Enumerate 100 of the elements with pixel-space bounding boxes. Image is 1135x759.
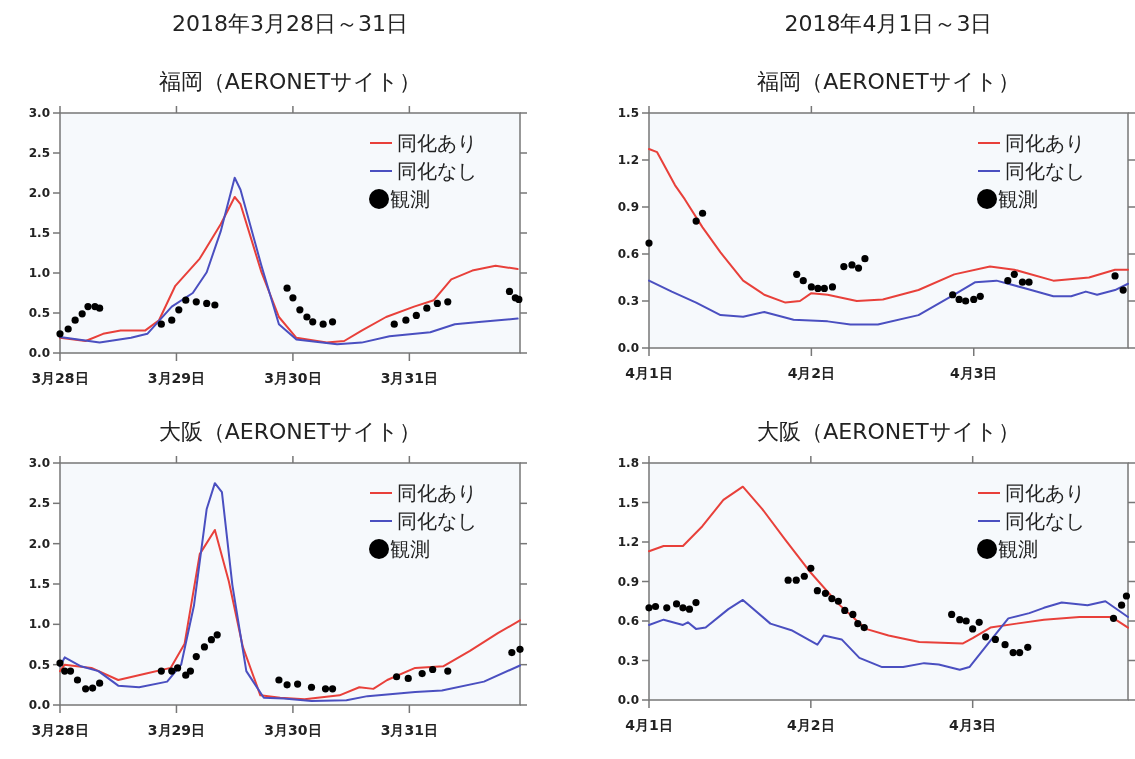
point: [1117, 601, 1126, 609]
point: [1025, 278, 1033, 286]
y-tick-label: 1.0: [28, 617, 50, 632]
point: [672, 600, 681, 608]
y-tick-label: 0.5: [28, 657, 50, 672]
point: [307, 683, 316, 691]
point: [173, 664, 182, 672]
legend-label: 同化なし: [1005, 159, 1085, 183]
point: [328, 685, 337, 693]
point: [1010, 270, 1018, 278]
y-tick-label: 1.2: [617, 153, 639, 167]
point: [854, 620, 862, 628]
point: [433, 299, 441, 307]
x-tick-label: 3月30日: [264, 370, 322, 386]
point: [792, 576, 800, 584]
point: [82, 685, 90, 693]
point: [645, 239, 653, 247]
legend-label: 同化あり: [1005, 131, 1085, 155]
point: [1016, 649, 1024, 657]
point: [834, 597, 842, 605]
x-tick-label: 3月28日: [31, 370, 89, 386]
point: [73, 676, 82, 684]
point: [392, 673, 401, 681]
point: [328, 318, 337, 326]
point: [813, 587, 821, 595]
point: [516, 645, 524, 653]
point: [168, 316, 176, 324]
y-tick-label: 1.5: [28, 226, 50, 240]
point: [200, 643, 209, 651]
legend-label: 観測: [998, 187, 1038, 211]
legend-label: 観測: [390, 537, 430, 561]
point: [505, 287, 514, 295]
point: [962, 617, 970, 625]
point: [71, 316, 79, 324]
y-tick-label: 3.0: [28, 456, 50, 470]
x-tick-label: 3月29日: [147, 370, 206, 386]
x-tick-label: 4月2日: [787, 365, 836, 381]
legend-label: 観測: [998, 537, 1038, 561]
point: [192, 653, 200, 661]
y-tick-label: 1.8: [617, 456, 639, 470]
point: [848, 261, 856, 269]
x-tick-label: 3月28日: [31, 722, 89, 738]
y-tick-label: 0.3: [617, 653, 639, 668]
point: [814, 284, 822, 293]
point: [423, 304, 431, 312]
chart-subtitle: 福岡（AERONETサイト）: [757, 69, 1020, 94]
point: [970, 295, 978, 304]
x-tick-label: 3月31日: [380, 370, 438, 386]
point: [679, 604, 687, 612]
point: [1001, 641, 1009, 649]
point: [861, 255, 869, 263]
chart-title: 大阪（AERONETサイト）: [158, 419, 422, 444]
point: [1109, 614, 1118, 622]
point: [1004, 277, 1012, 285]
chart-title: 2018年4月1日～3日: [784, 11, 993, 36]
point: [692, 598, 700, 607]
chart-subtitle: 福岡（AERONETサイト）: [158, 69, 422, 94]
point: [651, 602, 660, 611]
line-series: [648, 279, 1129, 326]
point: [319, 320, 327, 328]
point: [64, 325, 72, 333]
y-tick-label: 1.0: [28, 266, 50, 280]
point: [211, 301, 219, 309]
point: [807, 564, 815, 572]
point: [309, 318, 317, 326]
point: [66, 667, 75, 675]
point: [828, 283, 837, 291]
point: [168, 667, 176, 675]
point: [88, 684, 97, 692]
y-tick-label: 0.9: [617, 200, 639, 214]
point: [663, 604, 671, 612]
point: [402, 316, 410, 324]
y-tick-label: 0.6: [617, 247, 639, 261]
point: [849, 610, 857, 619]
point: [820, 284, 828, 293]
point: [793, 270, 801, 278]
point: [283, 284, 291, 292]
point: [1018, 278, 1027, 286]
y-tick-label: 3.0: [28, 106, 50, 120]
y-tick-label: 1.5: [28, 577, 50, 591]
x-tick-label: 4月2日: [787, 717, 835, 733]
point: [784, 576, 792, 584]
point: [186, 667, 195, 675]
legend-label: 同化なし: [397, 159, 477, 183]
point: [182, 671, 190, 679]
x-tick-label: 4月3日: [948, 717, 997, 733]
point: [203, 299, 211, 307]
point: [175, 306, 183, 314]
point: [412, 311, 420, 319]
point: [698, 209, 707, 217]
y-tick-label: 1.5: [617, 106, 639, 120]
point: [948, 610, 956, 619]
point: [84, 303, 92, 311]
y-tick-label: 2.0: [28, 536, 50, 551]
point: [192, 298, 200, 306]
point: [418, 669, 426, 678]
y-tick-label: 0.0: [28, 698, 50, 712]
point: [982, 633, 990, 641]
legend-label: 同化あり: [397, 131, 477, 155]
legend-label: 同化なし: [1005, 509, 1085, 533]
